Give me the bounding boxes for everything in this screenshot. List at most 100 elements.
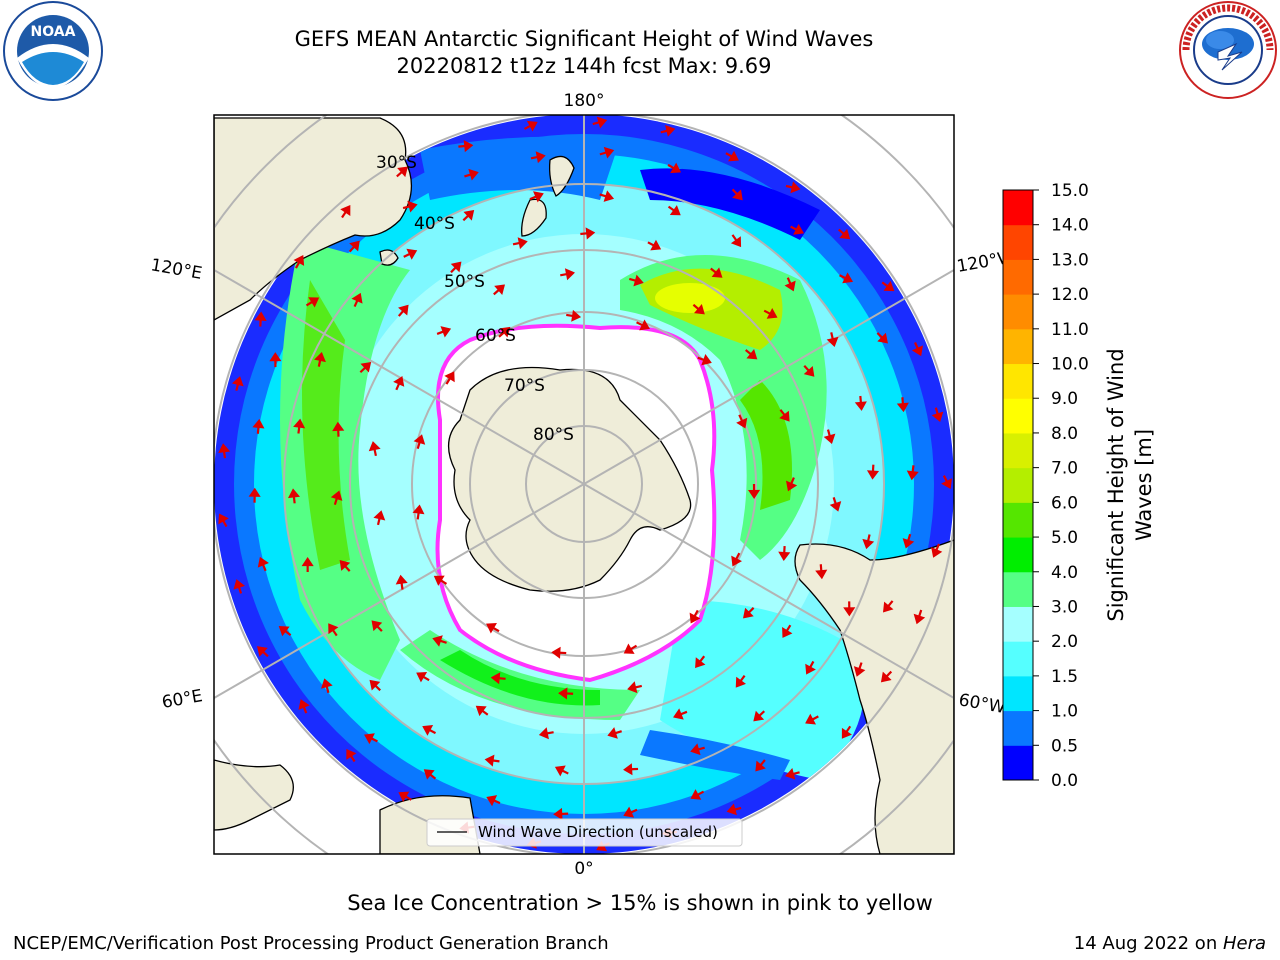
colorbar-tick-label: 1.0 — [1051, 702, 1078, 722]
wave-arrow-head — [585, 227, 596, 240]
wave-arrow-head — [596, 116, 608, 129]
colorbar-swatch — [1003, 641, 1033, 677]
wave-arrow-head — [499, 326, 511, 338]
wave-arrow-head — [526, 120, 538, 132]
colorbar-tick-label: 0.5 — [1051, 736, 1078, 756]
wave-arrow-head — [412, 504, 425, 515]
lat-label-40s: 40°S — [414, 214, 455, 234]
wave-arrow-head — [517, 237, 528, 250]
wave-arrow-head — [293, 418, 306, 429]
map-frame — [213, 114, 955, 855]
wave-arrow-head — [346, 748, 357, 760]
lat-label-50s: 50°S — [444, 272, 485, 292]
wave-arrow-head — [766, 308, 778, 319]
wave-arrow-head — [463, 140, 474, 153]
wave-arrow-head — [287, 488, 301, 499]
lat-label-80s: 80°S — [533, 425, 574, 445]
wave-arrow-head — [252, 418, 265, 429]
colorbar-tick-label: 7.0 — [1051, 459, 1078, 479]
wave-arrow-head — [790, 181, 801, 194]
wave-arrow-head — [902, 538, 915, 549]
wave-arrow-head — [233, 579, 245, 590]
wave-arrow-head — [805, 663, 816, 675]
wave-arrow-head — [843, 607, 856, 617]
wave-arrow-head — [779, 410, 790, 422]
wave-arrow-head — [298, 699, 310, 710]
wave-arrow-head — [803, 366, 815, 377]
wave-arrow-head — [695, 657, 706, 669]
wave-arrow-head — [433, 575, 445, 586]
colorbar-swatch — [1003, 467, 1033, 503]
wave-arrow-head — [339, 560, 351, 571]
colorbar-tick-label: 14.0 — [1051, 216, 1089, 236]
wave-arrow-head — [823, 433, 836, 445]
wave-arrow-head — [398, 791, 410, 803]
wave-arrow-head — [883, 280, 895, 292]
wave-arrow-head — [689, 612, 701, 624]
wave-arrow-head — [785, 767, 796, 780]
lon-label-180: 180° — [564, 91, 605, 111]
wave-arrow-head — [669, 205, 681, 216]
wave-arrow-head — [854, 401, 867, 411]
wave-arrow-head — [736, 417, 748, 429]
wave-arrow-head — [603, 190, 615, 202]
wave-arrow-head — [711, 267, 723, 278]
wave-arrow-head — [896, 402, 909, 413]
wave-arrow-head — [755, 760, 766, 772]
wind-wave-arrows — [218, 116, 952, 852]
colorbar-tick-label: 10.0 — [1051, 355, 1089, 375]
colorbar-tick-label: 12.0 — [1051, 285, 1089, 305]
lon-label-60w: 60°W — [957, 690, 1007, 718]
wave-arrow-head — [440, 326, 452, 338]
wave-arrow-head — [911, 345, 923, 357]
wave-arrow-head — [842, 272, 854, 284]
wave-arrow-head — [786, 480, 798, 492]
wave-arrow-head — [308, 297, 320, 308]
lat-label-30s: 30°S — [376, 153, 417, 173]
wave-arrow-head — [256, 646, 268, 657]
wave-arrow-head — [254, 311, 267, 321]
wave-arrow-head — [627, 681, 638, 694]
wave-arrow-head — [862, 538, 875, 550]
wave-arrow-head — [371, 620, 383, 632]
wave-arrow-head — [278, 625, 290, 637]
colorbar-tick-label: 1.5 — [1051, 667, 1078, 687]
colorbar-tick-label: 0.0 — [1051, 771, 1078, 791]
chart-subtitle: 20220812 t12z 144h fcst Max: 9.69 — [396, 54, 772, 78]
noaa-text: NOAA — [31, 24, 76, 40]
colorbar-tick-label: 2.0 — [1051, 632, 1078, 652]
wave-arrow-head — [623, 643, 635, 654]
wave-arrow-head — [369, 679, 381, 691]
wave-arrow-head — [793, 223, 804, 235]
colorbar-swatch — [1003, 537, 1033, 573]
wave-arrow-head — [373, 510, 386, 521]
wave-arrow-head — [301, 557, 314, 567]
colorbar-swatch — [1003, 432, 1033, 469]
wave-arrow-head — [623, 763, 633, 776]
wave-arrow-head — [693, 303, 705, 315]
wave-arrow-head — [248, 487, 261, 497]
wave-arrow-head — [330, 490, 343, 501]
colorbar-swatch — [1003, 571, 1033, 607]
wave-arrow-head — [866, 470, 880, 480]
wave-arrow-head — [778, 551, 791, 562]
wave-arrow-head — [257, 556, 269, 568]
colorbar-swatch — [1003, 224, 1033, 260]
wave-arrow-head — [486, 795, 498, 807]
wave-arrow-head — [422, 725, 434, 736]
wave-arrow-head — [633, 274, 644, 287]
wave-arrow-head — [398, 304, 409, 316]
wave-arrow-head — [468, 168, 479, 181]
wave-arrow-head — [839, 228, 851, 240]
wave-arrow-head — [815, 569, 828, 580]
wave-arrow-head — [747, 489, 761, 499]
wave-arrow-head — [746, 349, 758, 360]
wave-arrow-head — [406, 248, 418, 260]
wave-arrow-head — [463, 209, 475, 221]
sea-ice-note: Sea Ice Concentration > 15% is shown in … — [347, 891, 933, 915]
footer-date-text: 14 Aug 2022 on — [1073, 933, 1223, 954]
footer-credit: NCEP/EMC/Verification Post Processing Pr… — [13, 933, 609, 954]
wave-arrow-head — [293, 255, 305, 266]
lon-label-60e: 60°E — [160, 686, 204, 713]
footer-host: Hera — [1222, 933, 1266, 954]
